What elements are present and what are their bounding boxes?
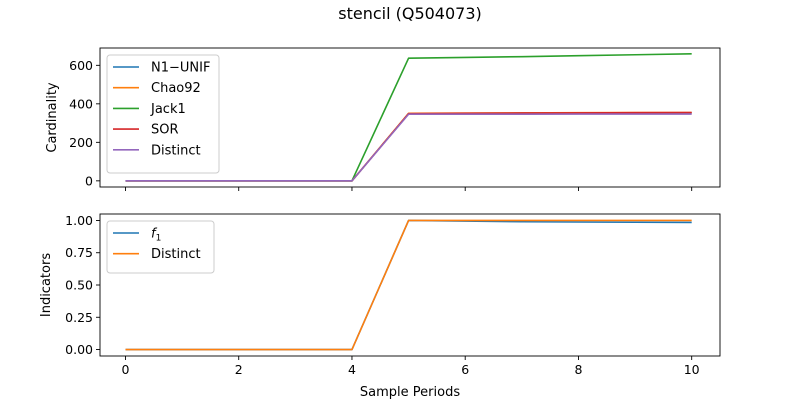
y-tick-label: 0.75 [65,245,93,260]
legend-label: N1−UNIF [151,61,210,76]
chart-panel-2: 0 2 4 6 8 10 0.00 0.25 0.50 0.75 1.00 Indicators Sam… [39,213,721,400]
x-tick-label: 6 [461,362,469,377]
y-tick-label: 200 [69,135,93,150]
y-tick-label: 400 [69,96,93,111]
x-tick-label: 4 [348,362,356,377]
x-tick-label: 2 [235,362,243,377]
y-tick-label: 0.25 [65,310,93,325]
x-tick-label: 0 [122,362,130,377]
y-axis-label: Indicators [39,253,54,317]
y-tick-label: 0 [85,173,93,188]
series-line-2 [125,219,692,351]
y-tick-label: 0.00 [65,342,93,357]
legend: N1−UNIF Chao92 Jack1 SOR Distinct [106,54,220,174]
plot-area-frame [99,47,721,188]
y-tick-label: 600 [69,58,93,73]
y-axis-label: Cardinality [45,82,60,153]
y-tick-label: 0.50 [65,278,93,293]
plot-area-frame [99,213,721,357]
x-axis-label: Sample Periods [360,385,460,400]
chart-panel-1: 0 200 400 600 Cardinality N1−UNIF Chao92 Jack1 S… [45,47,721,191]
x-tick-label: 10 [684,362,700,377]
legend-label: Jack1 [150,102,186,117]
y-tick-label: 1.00 [65,213,93,228]
legend-box [106,54,220,174]
legend-label: f1 [151,227,161,244]
legend-box [106,220,215,274]
legend-label: Chao92 [151,81,201,96]
x-tick-label: 8 [574,362,582,377]
legend-label: Distinct [151,247,201,262]
legend: f1 Distinct [106,220,215,274]
legend-label: SOR [151,123,179,138]
figure-title: stencil (Q504073) [338,4,482,23]
series-line-5 [125,113,692,182]
legend-label: Distinct [151,143,201,158]
